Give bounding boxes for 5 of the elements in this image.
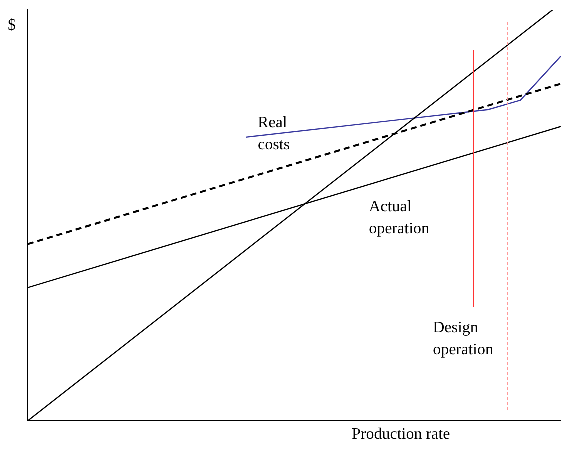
- annotation: Design operation: [433, 320, 494, 359]
- x-axis-title: Production rate: [352, 426, 450, 444]
- series-label: Real costs: [258, 114, 290, 154]
- annotation: Actual operation: [369, 198, 430, 238]
- y-axis-title: $: [8, 17, 16, 34]
